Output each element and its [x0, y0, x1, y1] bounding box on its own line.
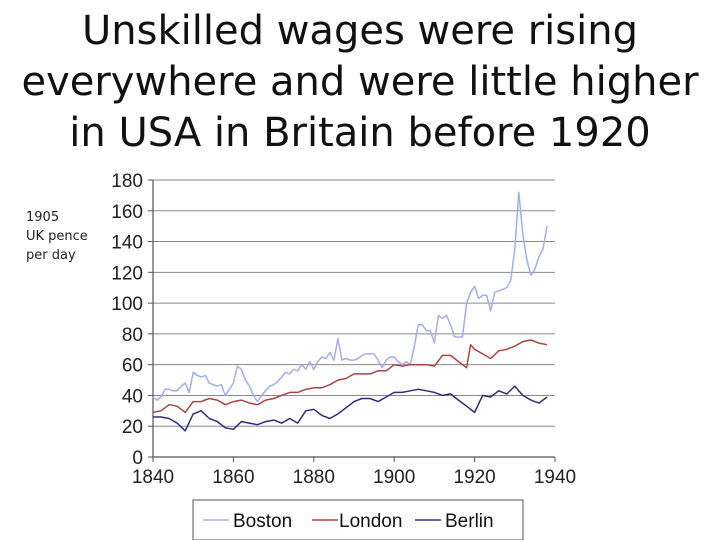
- y-tick-label: 100: [111, 294, 143, 315]
- slide-title: Unskilled wages were rising everywhere a…: [0, 6, 720, 159]
- y-tick-label: 180: [111, 171, 143, 192]
- series-line-berlin: [153, 385, 548, 432]
- legend-box: [192, 499, 524, 540]
- y-unit-label-line-1: 1905: [26, 210, 60, 225]
- legend: Boston London Berlin: [192, 499, 524, 540]
- tick-labels: 0 20 40 60 80 100 120 140 160 180 1840 1860 1880 1900…: [111, 171, 576, 488]
- y-unit-label: 1905 UK pence per day: [26, 208, 88, 265]
- series-lines: [152, 191, 548, 432]
- series-line-london: [152, 339, 548, 414]
- x-tick-label: 1940: [534, 467, 576, 488]
- y-tick-label: 60: [122, 356, 143, 377]
- legend-label-boston: Boston: [233, 511, 292, 532]
- slide-title-line-2: everywhere and were little higher: [21, 59, 699, 105]
- axes: [148, 179, 556, 462]
- x-tick-label: 1880: [293, 467, 335, 488]
- y-tick-label: 120: [111, 263, 143, 284]
- x-tick-label: 1900: [373, 467, 415, 488]
- slide-title-line-3: in USA in Britain before 1920: [69, 110, 651, 156]
- y-unit-label-line-2: UK pence: [26, 229, 88, 244]
- y-tick-label: 140: [111, 233, 143, 254]
- y-tick-label: 0: [132, 448, 143, 469]
- y-unit-label-line-3: per day: [26, 248, 76, 263]
- grid-lines: [153, 179, 555, 427]
- x-tick-label: 1920: [453, 467, 495, 488]
- y-tick-label: 40: [122, 386, 143, 407]
- x-tick-label: 1860: [212, 467, 254, 488]
- x-tick-label: 1840: [132, 467, 174, 488]
- legend-label-london: London: [339, 511, 402, 532]
- y-tick-label: 20: [122, 417, 143, 438]
- y-tick-label: 80: [122, 325, 143, 346]
- y-tick-label: 160: [111, 202, 143, 223]
- slide-title-line-1: Unskilled wages were rising: [82, 8, 638, 54]
- legend-label-berlin: Berlin: [445, 511, 494, 532]
- series-line-boston: [152, 191, 548, 403]
